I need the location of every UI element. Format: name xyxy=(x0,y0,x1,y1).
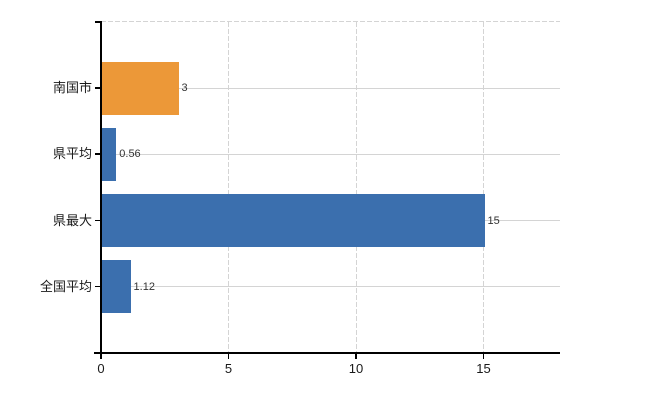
y-axis-tick xyxy=(95,219,101,222)
x-axis-tick xyxy=(482,354,485,359)
horizontal-gridline xyxy=(101,153,560,155)
vertical-gridline xyxy=(355,22,357,353)
plot-top-border xyxy=(101,21,560,22)
x-tick-label: 10 xyxy=(348,361,364,376)
category-label: 県平均 xyxy=(52,146,92,162)
horizontal-gridline xyxy=(101,286,560,288)
x-axis-tick xyxy=(355,354,357,359)
category-label: 南国市 xyxy=(52,80,92,96)
y-axis-line xyxy=(100,21,102,353)
bar xyxy=(102,260,131,314)
vertical-gridline xyxy=(228,22,229,353)
x-axis-tick xyxy=(100,354,102,359)
y-axis-tick xyxy=(95,285,101,288)
category-label: 全国平均 xyxy=(39,278,92,294)
vertical-gridline xyxy=(483,22,484,353)
value-label: 3 xyxy=(181,82,188,95)
horizontal-gridline xyxy=(101,87,560,89)
x-axis-tick xyxy=(227,354,230,359)
category-label: 県最大 xyxy=(52,212,92,228)
bar xyxy=(102,61,179,115)
value-label: 1.12 xyxy=(133,280,155,293)
x-tick-label: 15 xyxy=(476,361,491,376)
x-axis-line xyxy=(94,352,560,354)
bar xyxy=(102,127,117,181)
y-axis-tick xyxy=(95,87,101,89)
bar xyxy=(102,194,485,248)
x-tick-label: 5 xyxy=(224,361,233,376)
x-tick-label: 0 xyxy=(97,361,105,376)
value-label: 15 xyxy=(487,214,500,227)
y-axis-tick xyxy=(95,153,101,155)
value-label: 0.56 xyxy=(119,148,141,161)
y-axis-top-tick xyxy=(95,21,101,23)
